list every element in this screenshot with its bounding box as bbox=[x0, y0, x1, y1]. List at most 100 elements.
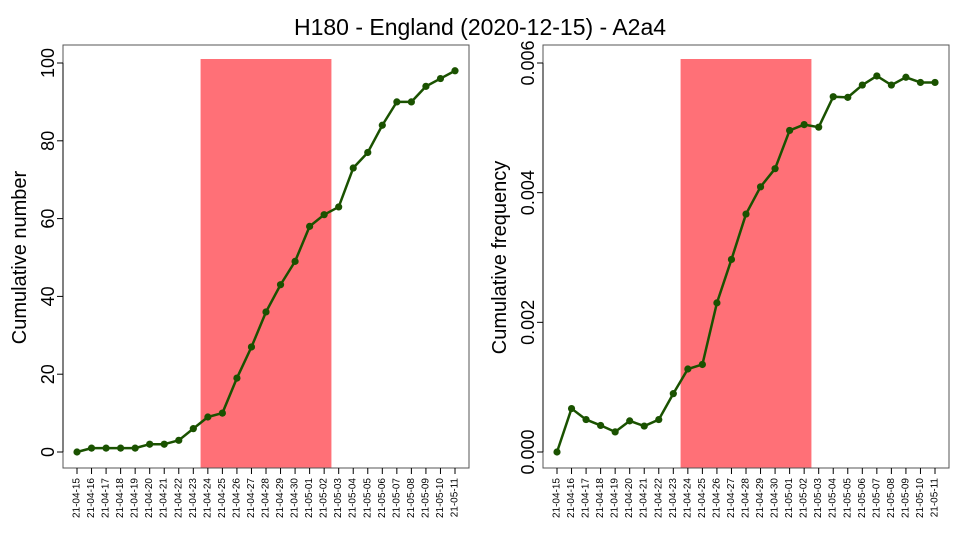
right-x-tick-label: 21-04-27 bbox=[726, 478, 737, 518]
left-data-point bbox=[436, 74, 445, 83]
left-data-point bbox=[218, 409, 226, 417]
right-data-point bbox=[684, 365, 692, 373]
left-x-tick-label: 21-05-04 bbox=[348, 478, 359, 518]
left-highlight-band bbox=[200, 59, 332, 468]
right-data-point bbox=[553, 448, 561, 456]
right-x-tick-label: 21-05-03 bbox=[813, 478, 824, 518]
right-data-point bbox=[626, 417, 634, 425]
left-x-tick-label: 21-05-02 bbox=[319, 478, 330, 518]
left-x-tick-label: 21-04-29 bbox=[275, 478, 286, 518]
right-x-tick-label: 21-05-09 bbox=[900, 478, 911, 518]
left-data-point bbox=[262, 308, 270, 316]
left-data-point bbox=[407, 98, 415, 106]
right-x-tick-label: 21-04-20 bbox=[624, 478, 635, 518]
right-y-axis-label: Cumulative frequency bbox=[489, 161, 511, 354]
left-data-point bbox=[73, 448, 81, 456]
right-y-tick-label: 0.000 bbox=[518, 429, 538, 474]
left-data-point bbox=[146, 440, 154, 448]
left-x-tick-label: 21-04-24 bbox=[202, 478, 213, 518]
right-x-tick-label: 21-04-24 bbox=[682, 478, 693, 518]
left-x-tick-label: 21-04-22 bbox=[173, 478, 184, 518]
right-data-point bbox=[640, 422, 648, 430]
right-x-tick-label: 21-04-18 bbox=[595, 478, 606, 518]
right-data-point bbox=[916, 78, 925, 87]
right-data-point bbox=[800, 120, 808, 129]
left-data-point bbox=[131, 444, 139, 452]
left-x-tick-label: 21-04-18 bbox=[115, 478, 126, 518]
right-data-point bbox=[829, 93, 837, 101]
right-x-tick-label: 21-04-25 bbox=[697, 478, 708, 518]
right-x-tick-label: 21-04-26 bbox=[711, 478, 722, 518]
left-data-point bbox=[160, 440, 168, 448]
right-data-point bbox=[742, 210, 750, 218]
left-data-point bbox=[117, 444, 125, 452]
right-data-point bbox=[713, 299, 721, 307]
right-x-tick-label: 21-05-11 bbox=[930, 478, 941, 518]
left-y-axis-label: Cumulative number bbox=[9, 170, 31, 344]
right-data-point bbox=[815, 123, 823, 131]
left-x-tick-label: 21-04-15 bbox=[72, 478, 83, 518]
right-y-tick-label: 0.002 bbox=[518, 300, 538, 345]
right-x-tick-label: 21-05-01 bbox=[784, 478, 795, 518]
left-x-tick-label: 21-05-05 bbox=[362, 478, 373, 518]
left-x-tick-label: 21-05-09 bbox=[420, 478, 431, 518]
left-x-tick-label: 21-05-08 bbox=[406, 478, 417, 518]
right-data-point bbox=[669, 390, 677, 398]
right-x-tick-label: 21-04-29 bbox=[755, 478, 766, 518]
right-x-tick-label: 21-05-08 bbox=[886, 478, 897, 518]
left-data-point bbox=[233, 374, 241, 382]
right-x-tick-label: 21-05-04 bbox=[828, 478, 839, 518]
left-x-tick-label: 21-05-10 bbox=[435, 478, 446, 518]
right-data-point bbox=[902, 73, 910, 81]
right-data-point bbox=[567, 404, 576, 413]
right-x-tick-label: 21-05-10 bbox=[915, 478, 926, 518]
right-data-point bbox=[887, 81, 895, 89]
right-x-tick-label: 21-05-02 bbox=[799, 478, 810, 518]
right-x-tick-label: 21-04-19 bbox=[610, 478, 621, 518]
left-y-tick-label: 40 bbox=[38, 286, 58, 306]
figure-title: H180 - England (2020-12-15) - A2a4 bbox=[294, 14, 666, 40]
right-data-point bbox=[873, 72, 881, 80]
left-data-point bbox=[422, 82, 430, 90]
right-x-tick-label: 21-04-16 bbox=[566, 478, 577, 518]
right-x-tick-label: 21-05-07 bbox=[871, 478, 882, 518]
right-x-tick-label: 21-04-23 bbox=[668, 478, 679, 518]
left-data-point bbox=[364, 148, 372, 157]
left-x-tick-label: 21-04-30 bbox=[290, 478, 301, 518]
left-data-point bbox=[102, 444, 110, 452]
right-x-tick-label: 21-04-22 bbox=[653, 478, 664, 518]
right-y-tick-label: 0.006 bbox=[518, 40, 538, 85]
left-x-tick-label: 21-04-23 bbox=[188, 478, 199, 518]
left-x-tick-label: 21-05-06 bbox=[377, 478, 388, 518]
left-data-point bbox=[276, 281, 285, 289]
left-data-point bbox=[291, 257, 299, 265]
left-y-tick-label: 20 bbox=[38, 364, 58, 384]
left-x-tick-label: 21-05-07 bbox=[391, 478, 402, 518]
left-data-point bbox=[204, 413, 212, 421]
left-data-point bbox=[349, 164, 357, 172]
left-x-tick-label: 21-04-16 bbox=[86, 478, 97, 518]
right-highlight-band bbox=[680, 59, 812, 468]
left-data-point bbox=[451, 67, 459, 75]
left-x-tick-label: 21-04-27 bbox=[246, 478, 257, 518]
left-data-point bbox=[320, 211, 328, 219]
left-x-tick-label: 21-04-20 bbox=[144, 478, 155, 518]
left-x-tick-label: 21-05-03 bbox=[333, 478, 344, 518]
left-x-tick-label: 21-05-11 bbox=[450, 478, 461, 518]
right-x-tick-label: 21-04-30 bbox=[770, 478, 781, 518]
left-y-tick-label: 0 bbox=[38, 447, 58, 457]
right-data-point bbox=[756, 183, 765, 191]
right-data-point bbox=[597, 421, 605, 430]
left-x-tick-label: 21-04-17 bbox=[101, 478, 112, 518]
right-data-point bbox=[786, 126, 794, 135]
right-x-tick-label: 21-04-21 bbox=[639, 478, 650, 518]
left-x-tick-label: 21-04-28 bbox=[261, 478, 272, 518]
right-data-point bbox=[698, 360, 706, 369]
right-x-tick-label: 21-05-06 bbox=[857, 478, 868, 518]
left-y-tick-label: 100 bbox=[38, 48, 58, 78]
left-x-tick-label: 21-04-26 bbox=[231, 478, 242, 518]
left-x-tick-label: 21-04-25 bbox=[217, 478, 228, 518]
